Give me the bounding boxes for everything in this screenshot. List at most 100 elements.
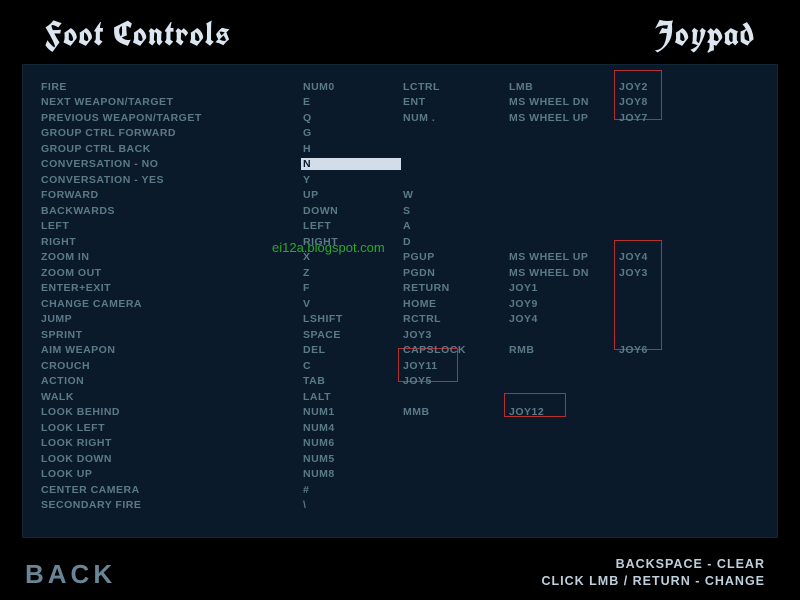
control-row[interactable]: ZOOM INXPGUPMS WHEEL UPJOY4: [41, 250, 759, 266]
control-row[interactable]: SPRINTSPACEJOY3: [41, 327, 759, 343]
control-row[interactable]: WALKLALT: [41, 389, 759, 405]
binding-cell[interactable]: JOY4: [509, 313, 619, 325]
binding-cell[interactable]: MS WHEEL UP: [509, 251, 619, 263]
binding-cell[interactable]: #: [303, 484, 403, 496]
binding-cell[interactable]: NUM6: [303, 437, 403, 449]
binding-cell[interactable]: JOY9: [509, 298, 619, 310]
control-row[interactable]: RIGHTRIGHTD: [41, 234, 759, 250]
binding-cell[interactable]: W: [403, 189, 509, 201]
binding-cell[interactable]: S: [403, 205, 509, 217]
binding-cell[interactable]: JOY5: [403, 375, 509, 387]
binding-cell[interactable]: JOY11: [403, 360, 509, 372]
binding-cell[interactable]: LMB: [509, 81, 619, 93]
binding-cell[interactable]: V: [303, 298, 403, 310]
binding-cell[interactable]: NUM4: [303, 422, 403, 434]
binding-cell[interactable]: LCTRL: [403, 81, 509, 93]
header: Foot Controls Joypad: [0, 0, 800, 64]
binding-cell[interactable]: JOY1: [509, 282, 619, 294]
action-label: CONVERSATION - NO: [41, 158, 303, 170]
control-row[interactable]: JUMPLSHIFTRCTRLJOY4: [41, 312, 759, 328]
binding-cell[interactable]: NUM .: [403, 112, 509, 124]
control-row[interactable]: CENTER CAMERA#: [41, 482, 759, 498]
control-row[interactable]: BACKWARDSDOWNS: [41, 203, 759, 219]
hint-clear: BACKSPACE - CLEAR: [541, 556, 765, 573]
footer-hints: BACKSPACE - CLEAR CLICK LMB / RETURN - C…: [541, 556, 765, 590]
binding-cell[interactable]: LSHIFT: [303, 313, 403, 325]
control-row[interactable]: GROUP CTRL FORWARDG: [41, 126, 759, 142]
binding-cell[interactable]: NUM1: [303, 406, 403, 418]
binding-cell[interactable]: NUM8: [303, 468, 403, 480]
page-title: Foot Controls: [45, 12, 231, 56]
binding-cell[interactable]: D: [403, 236, 509, 248]
control-row[interactable]: LOOK LEFTNUM4: [41, 420, 759, 436]
control-row[interactable]: AIM WEAPONDELCAPSLOCKRMBJOY6: [41, 343, 759, 359]
action-label: CONVERSATION - YES: [41, 174, 303, 186]
back-button[interactable]: BACK: [25, 559, 116, 590]
binding-cell[interactable]: LEFT: [303, 220, 403, 232]
binding-cell[interactable]: A: [403, 220, 509, 232]
binding-cell[interactable]: MS WHEEL DN: [509, 267, 619, 279]
control-row[interactable]: LOOK UPNUM8: [41, 467, 759, 483]
binding-cell[interactable]: G: [303, 127, 403, 139]
binding-cell[interactable]: JOY3: [619, 267, 689, 279]
control-row[interactable]: ACTIONTABJOY5: [41, 374, 759, 390]
control-row[interactable]: FORWARDUPW: [41, 188, 759, 204]
binding-cell[interactable]: JOY3: [403, 329, 509, 341]
control-row[interactable]: CROUCHCJOY11: [41, 358, 759, 374]
binding-cell[interactable]: HOME: [403, 298, 509, 310]
binding-cell[interactable]: JOY7: [619, 112, 689, 124]
action-label: AIM WEAPON: [41, 344, 303, 356]
control-row[interactable]: FIRENUM0LCTRLLMBJOY2: [41, 79, 759, 95]
binding-cell[interactable]: JOY8: [619, 96, 689, 108]
binding-cell[interactable]: JOY4: [619, 251, 689, 263]
binding-cell[interactable]: RMB: [509, 344, 619, 356]
control-row[interactable]: GROUP CTRL BACKH: [41, 141, 759, 157]
action-label: ENTER+EXIT: [41, 282, 303, 294]
binding-cell[interactable]: TAB: [303, 375, 403, 387]
binding-cell[interactable]: UP: [303, 189, 403, 201]
control-row[interactable]: NEXT WEAPON/TARGETEENTMS WHEEL DNJOY8: [41, 95, 759, 111]
binding-cell[interactable]: RCTRL: [403, 313, 509, 325]
control-row[interactable]: ZOOM OUTZPGDNMS WHEEL DNJOY3: [41, 265, 759, 281]
binding-cell[interactable]: N: [301, 158, 401, 170]
binding-cell[interactable]: MMB: [403, 406, 509, 418]
binding-cell[interactable]: ENT: [403, 96, 509, 108]
binding-cell[interactable]: MS WHEEL DN: [509, 96, 619, 108]
binding-cell[interactable]: RIGHT: [303, 236, 403, 248]
binding-cell[interactable]: PGUP: [403, 251, 509, 263]
binding-cell[interactable]: LALT: [303, 391, 403, 403]
control-row[interactable]: LOOK DOWNNUM5: [41, 451, 759, 467]
control-row[interactable]: PREVIOUS WEAPON/TARGETQNUM .MS WHEEL UPJ…: [41, 110, 759, 126]
binding-cell[interactable]: PGDN: [403, 267, 509, 279]
binding-cell[interactable]: \: [303, 499, 403, 511]
control-row[interactable]: LOOK RIGHTNUM6: [41, 436, 759, 452]
binding-cell[interactable]: DEL: [303, 344, 403, 356]
binding-cell[interactable]: DOWN: [303, 205, 403, 217]
binding-cell[interactable]: Q: [303, 112, 403, 124]
control-row[interactable]: CHANGE CAMERAVHOMEJOY9: [41, 296, 759, 312]
binding-cell[interactable]: Z: [303, 267, 403, 279]
binding-cell[interactable]: X: [303, 251, 403, 263]
binding-cell[interactable]: F: [303, 282, 403, 294]
binding-cell[interactable]: JOY2: [619, 81, 689, 93]
binding-cell[interactable]: MS WHEEL UP: [509, 112, 619, 124]
action-label: CENTER CAMERA: [41, 484, 303, 496]
control-row[interactable]: LOOK BEHINDNUM1MMBJOY12: [41, 405, 759, 421]
binding-cell[interactable]: C: [303, 360, 403, 372]
control-row[interactable]: CONVERSATION - NON: [41, 157, 759, 173]
binding-cell[interactable]: H: [303, 143, 403, 155]
binding-cell[interactable]: SPACE: [303, 329, 403, 341]
binding-cell[interactable]: Y: [303, 174, 403, 186]
binding-cell[interactable]: JOY12: [509, 406, 619, 418]
control-row[interactable]: CONVERSATION - YESY: [41, 172, 759, 188]
control-row[interactable]: SECONDARY FIRE\: [41, 498, 759, 514]
binding-cell[interactable]: RETURN: [403, 282, 509, 294]
binding-cell[interactable]: NUM5: [303, 453, 403, 465]
control-row[interactable]: LEFTLEFTA: [41, 219, 759, 235]
binding-cell[interactable]: E: [303, 96, 403, 108]
binding-cell[interactable]: NUM0: [303, 81, 403, 93]
control-row[interactable]: ENTER+EXITFRETURNJOY1: [41, 281, 759, 297]
action-label: WALK: [41, 391, 303, 403]
binding-cell[interactable]: CAPSLOCK: [403, 344, 509, 356]
binding-cell[interactable]: JOY6: [619, 344, 689, 356]
